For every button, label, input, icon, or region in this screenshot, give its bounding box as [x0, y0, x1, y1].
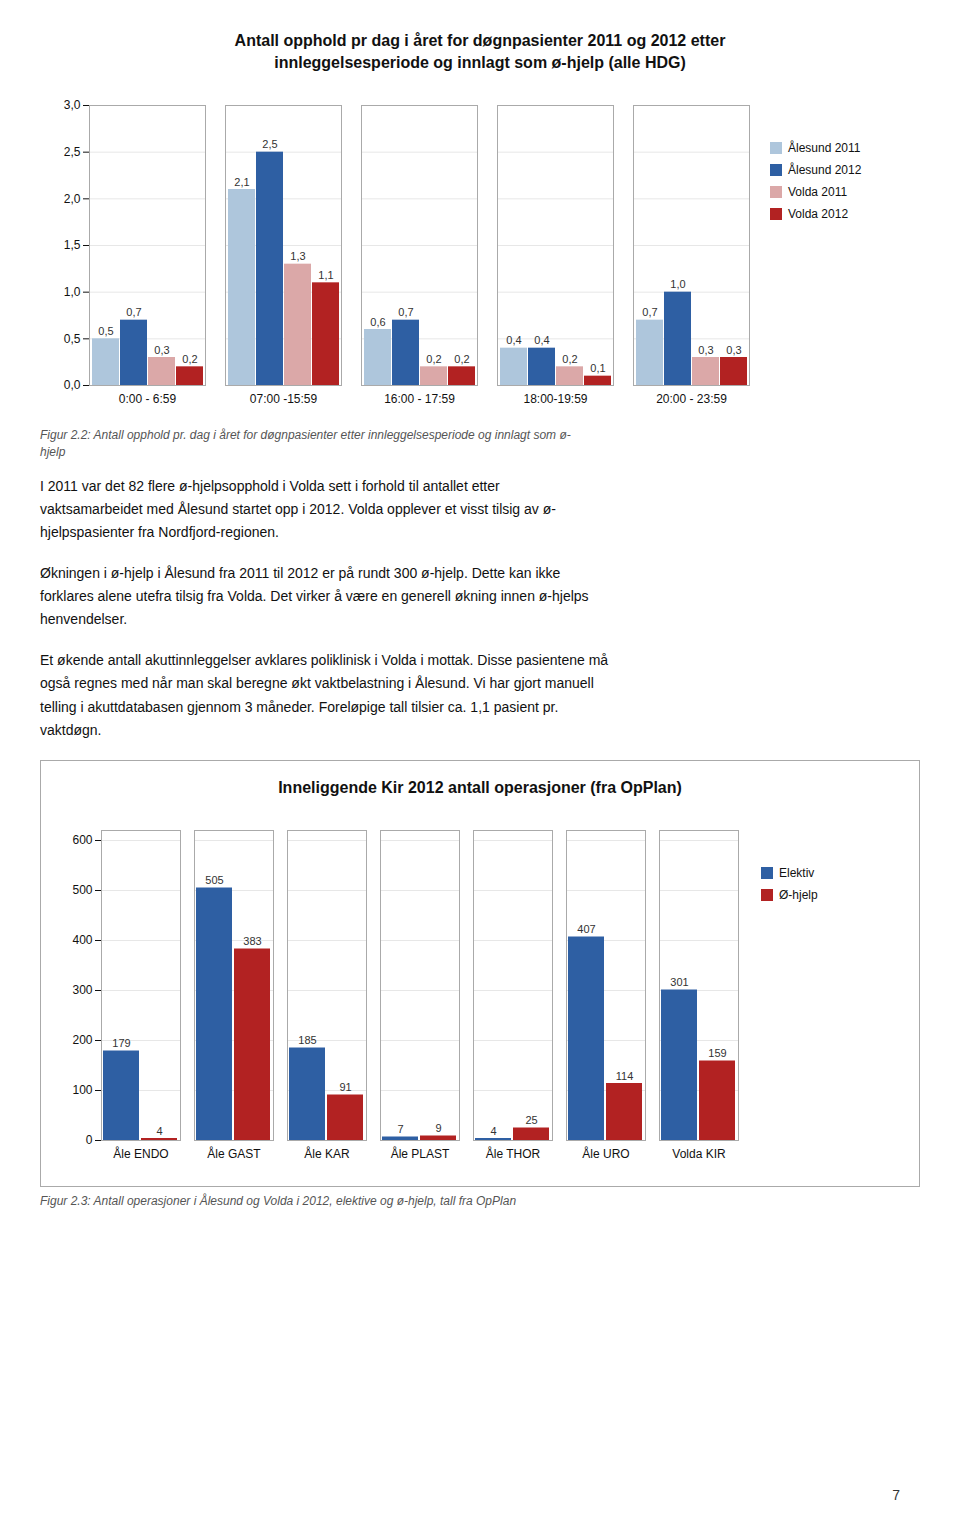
html-text:Figur 2.3: Antall operasjoner: Figur 2.3: Antall operasjoner i Ålesund … — [40, 1194, 517, 1209]
svg-text:0,0: 0,0 — [64, 379, 81, 393]
svg-text:0,7: 0,7 — [398, 306, 413, 318]
svg-text:0,3: 0,3 — [726, 344, 741, 356]
svg-text:4: 4 — [156, 1125, 162, 1137]
html-text:Elektiv: Elektiv — [779, 866, 815, 881]
svg-text:0,7: 0,7 — [642, 306, 657, 318]
svg-text:2,1: 2,1 — [234, 176, 249, 188]
svg-text:0,7: 0,7 — [126, 306, 141, 318]
svg-text:1,3: 1,3 — [290, 250, 305, 262]
html-text:Volda 2011: Volda 2011 — [788, 185, 848, 200]
svg-text:0,5: 0,5 — [64, 332, 81, 346]
html-text:Ålesund 2011: Ålesund 2011 — [788, 141, 861, 156]
svg-text:Volda KIR: Volda KIR — [672, 1147, 726, 1161]
svg-text:185: 185 — [298, 1034, 316, 1046]
html-text:I 2011 var det 82 flere ø-hjel: I 2011 var det 82 flere ø-hjelpsopphold … — [40, 477, 556, 540]
svg-text:07:00 -15:59: 07:00 -15:59 — [250, 392, 318, 406]
svg-text:0,6: 0,6 — [370, 316, 385, 328]
html-text:Figur 2.2: Antall opphold pr.: Figur 2.2: Antall opphold pr. dag i året… — [40, 428, 571, 443]
svg-text:91: 91 — [339, 1081, 351, 1093]
svg-text:0: 0 — [86, 1134, 93, 1148]
svg-text:9: 9 — [435, 1122, 441, 1134]
svg-text:Åle URO: Åle URO — [582, 1146, 629, 1161]
svg-text:383: 383 — [243, 935, 261, 947]
svg-text:200: 200 — [72, 1034, 92, 1048]
svg-text:505: 505 — [205, 874, 223, 886]
html-text:Økningen i ø-hjelp i Ålesund f: Økningen i ø-hjelp i Ålesund fra 2011 ti… — [40, 565, 589, 628]
svg-text:2,0: 2,0 — [64, 192, 81, 206]
svg-text:100: 100 — [72, 1084, 92, 1098]
html-text:Ålesund 2012: Ålesund 2012 — [788, 163, 862, 178]
svg-text:179: 179 — [112, 1037, 130, 1049]
svg-text:20:00 - 23:59: 20:00 - 23:59 — [656, 392, 727, 406]
svg-text:2,5: 2,5 — [64, 145, 81, 159]
svg-text:0,2: 0,2 — [182, 353, 197, 365]
svg-text:2,5: 2,5 — [262, 138, 277, 150]
svg-text:300: 300 — [72, 984, 92, 998]
html-text:Ø-hjelp: Ø-hjelp — [779, 888, 818, 903]
svg-text:16:00 - 17:59: 16:00 - 17:59 — [384, 392, 455, 406]
html-text:Antall opphold pr dag i året f: Antall opphold pr dag i året for døgnpas… — [234, 32, 726, 49]
svg-text:1,0: 1,0 — [64, 285, 81, 299]
html-text:Inneliggende Kir 2012 antall o: Inneliggende Kir 2012 antall operasjoner… — [278, 778, 682, 796]
svg-text:0,3: 0,3 — [698, 344, 713, 356]
svg-text:1,0: 1,0 — [670, 278, 685, 290]
html-text:Volda 2012: Volda 2012 — [788, 207, 849, 222]
html-text:innleggelsesperiode og innlagt: innleggelsesperiode og innlagt som ø-hje… — [274, 53, 686, 71]
svg-text:Åle GAST: Åle GAST — [207, 1146, 261, 1161]
svg-text:7: 7 — [397, 1123, 403, 1135]
svg-text:159: 159 — [708, 1047, 726, 1059]
svg-text:1,5: 1,5 — [64, 239, 81, 253]
svg-text:0,5: 0,5 — [98, 325, 113, 337]
html-text:Et økende antall akuttinnlegge: Et økende antall akuttinnleggelser avkla… — [40, 652, 609, 738]
svg-text:18:00-19:59: 18:00-19:59 — [523, 392, 587, 406]
svg-text:500: 500 — [72, 884, 92, 898]
svg-text:Åle KAR: Åle KAR — [304, 1146, 350, 1161]
svg-text:Åle PLAST: Åle PLAST — [391, 1146, 450, 1161]
svg-text:400: 400 — [72, 934, 92, 948]
svg-text:0,2: 0,2 — [454, 353, 469, 365]
svg-text:0,3: 0,3 — [154, 344, 169, 356]
svg-text:0,2: 0,2 — [562, 353, 577, 365]
svg-text:Åle THOR: Åle THOR — [486, 1146, 541, 1161]
svg-text:Åle ENDO: Åle ENDO — [113, 1146, 168, 1161]
svg-text:25: 25 — [525, 1114, 537, 1126]
svg-text:0:00 - 6:59: 0:00 - 6:59 — [119, 392, 177, 406]
svg-text:114: 114 — [616, 1070, 634, 1082]
svg-text:0,4: 0,4 — [506, 334, 521, 346]
svg-text:4: 4 — [490, 1125, 496, 1137]
svg-text:407: 407 — [577, 923, 595, 935]
svg-text:0,4: 0,4 — [534, 334, 549, 346]
svg-text:1,1: 1,1 — [318, 269, 333, 281]
svg-text:301: 301 — [670, 976, 688, 988]
svg-text:0,1: 0,1 — [590, 362, 605, 374]
svg-text:3,0: 3,0 — [64, 99, 81, 113]
html-text:7: 7 — [892, 1487, 900, 1503]
svg-text:0,2: 0,2 — [426, 353, 441, 365]
svg-text:600: 600 — [72, 834, 92, 848]
html-text:hjelp: hjelp — [40, 445, 66, 459]
